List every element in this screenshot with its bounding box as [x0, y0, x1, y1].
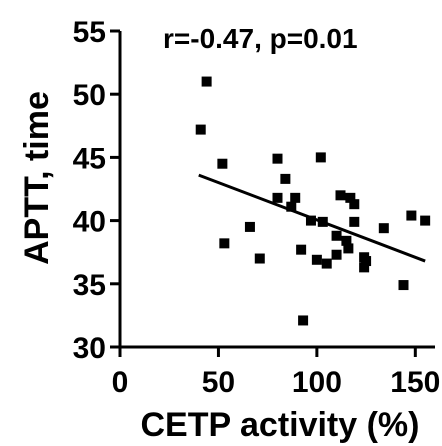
x-axis-title: CETP activity (%) — [140, 406, 419, 444]
data-point — [345, 192, 356, 203]
data-point — [331, 249, 342, 260]
data-point — [201, 76, 212, 87]
data-point — [378, 223, 389, 234]
data-point — [335, 190, 346, 201]
data-point — [311, 254, 322, 265]
data-point — [341, 235, 352, 246]
data-point — [343, 243, 354, 254]
x-axis-ticks: 0 50 100 150 — [112, 347, 440, 399]
data-point — [290, 192, 301, 203]
regression-line — [198, 173, 426, 263]
data-point — [331, 230, 342, 241]
data-point — [349, 216, 360, 227]
x-tick-label: 0 — [112, 366, 129, 399]
data-point — [244, 221, 255, 232]
y-tick-label: 30 — [73, 332, 106, 365]
data-point — [254, 253, 265, 264]
data-point — [361, 256, 372, 267]
data-point — [305, 215, 316, 226]
y-tick-label: 35 — [73, 269, 106, 302]
data-point — [296, 244, 307, 255]
y-tick-label: 45 — [73, 142, 106, 175]
correlation-annotation: r=-0.47, p=0.01 — [163, 23, 358, 54]
data-point — [286, 201, 297, 212]
data-point — [280, 173, 291, 184]
data-point — [420, 215, 431, 226]
data-point — [272, 192, 283, 203]
y-tick-label: 50 — [73, 79, 106, 112]
data-point — [359, 262, 370, 273]
data-point — [321, 258, 332, 269]
data-point — [217, 158, 228, 169]
y-axis-ticks: 30 35 40 45 50 55 — [73, 16, 120, 365]
data-point — [349, 199, 360, 210]
y-axis-title: APTT, time — [18, 91, 56, 265]
x-tick-label: 150 — [390, 366, 440, 399]
data-point — [219, 238, 230, 249]
data-point — [272, 153, 283, 164]
data-point — [298, 315, 309, 326]
x-tick-label: 100 — [292, 366, 342, 399]
data-point — [195, 124, 206, 135]
data-point — [315, 152, 326, 163]
y-tick-label: 40 — [73, 206, 106, 239]
data-points — [195, 76, 431, 326]
data-point — [406, 210, 417, 221]
data-point — [398, 280, 409, 291]
y-tick-label: 55 — [73, 16, 106, 49]
x-tick-label: 50 — [202, 366, 235, 399]
